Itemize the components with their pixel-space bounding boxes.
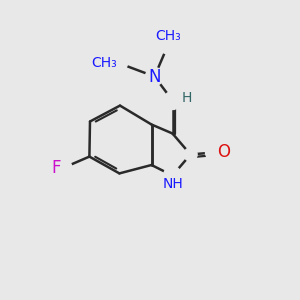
Text: N: N [148, 68, 161, 85]
Circle shape [146, 68, 164, 85]
Circle shape [184, 148, 197, 161]
Text: CH₃: CH₃ [91, 56, 117, 70]
Circle shape [110, 54, 128, 72]
Text: NH: NH [162, 177, 183, 191]
Circle shape [54, 159, 72, 177]
Circle shape [206, 143, 224, 161]
Text: O: O [217, 143, 230, 161]
Text: CH₃: CH₃ [155, 29, 181, 44]
Circle shape [164, 92, 181, 110]
Text: H: H [182, 91, 193, 105]
Circle shape [159, 36, 177, 54]
Circle shape [164, 167, 181, 184]
Text: F: F [51, 159, 61, 177]
